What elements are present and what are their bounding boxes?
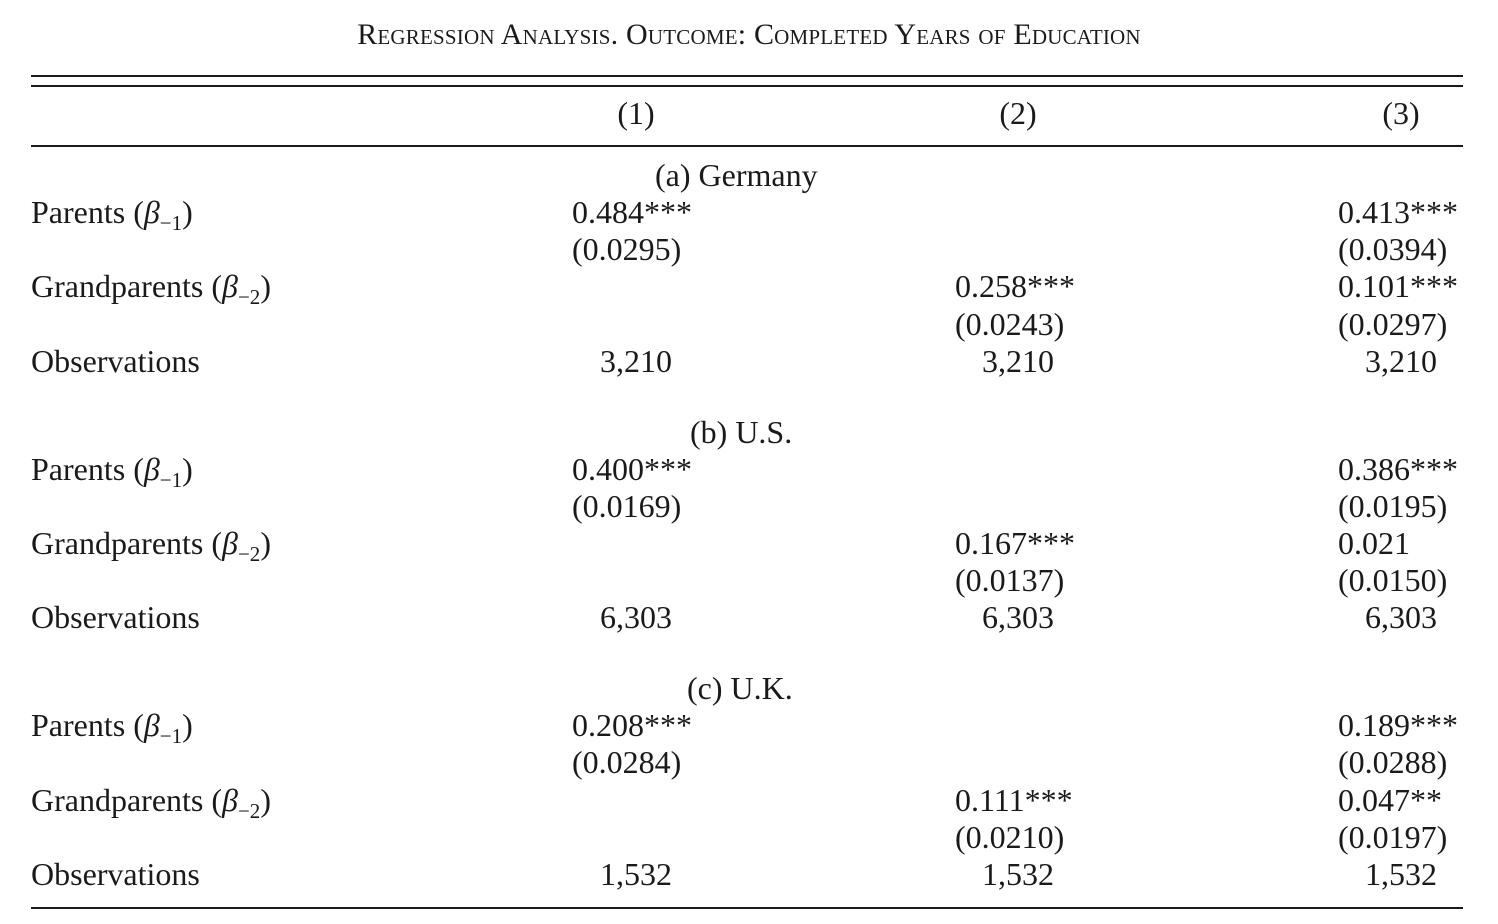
observations-c2: 6,303	[982, 599, 1054, 635]
coef-parents-c3: 0.189***	[1338, 707, 1458, 743]
column-header-1: (1)	[617, 95, 655, 131]
panel-title-uk: (c) U.K.	[687, 670, 793, 706]
coef-grandparents-c3: 0.101***	[1338, 268, 1458, 304]
row-label-parents: Parents (β−1)	[31, 194, 193, 235]
observations-c2: 3,210	[982, 343, 1054, 379]
observations-c3: 3,210	[1365, 343, 1437, 379]
observations-c1: 6,303	[600, 599, 672, 635]
observations-c3: 6,303	[1365, 599, 1437, 635]
row-label-observations: Observations	[31, 856, 200, 892]
coef-parents-c3: 0.413***	[1338, 194, 1458, 230]
coef-parents-c1: 0.208***	[572, 707, 692, 743]
se-parents-c1: (0.0169)	[572, 488, 682, 524]
header-rule	[31, 145, 1463, 147]
row-label-grandparents: Grandparents (β−2)	[31, 268, 271, 309]
observations-c3: 1,532	[1365, 856, 1437, 892]
row-label-grandparents: Grandparents (β−2)	[31, 525, 271, 566]
se-parents-c3: (0.0288)	[1338, 744, 1448, 780]
coef-grandparents-c2: 0.111***	[955, 782, 1073, 818]
row-label-parents: Parents (β−1)	[31, 451, 193, 492]
row-label-observations: Observations	[31, 599, 200, 635]
observations-c1: 3,210	[600, 343, 672, 379]
se-grandparents-c3: (0.0197)	[1338, 819, 1448, 855]
coef-parents-c1: 0.484***	[572, 194, 692, 230]
row-label-observations: Observations	[31, 343, 200, 379]
se-parents-c3: (0.0195)	[1338, 488, 1448, 524]
se-grandparents-c2: (0.0210)	[955, 819, 1065, 855]
top-rule-2	[31, 85, 1463, 87]
row-label-parents: Parents (β−1)	[31, 707, 193, 748]
se-parents-c3: (0.0394)	[1338, 231, 1448, 267]
observations-c2: 1,532	[982, 856, 1054, 892]
top-rule-1	[31, 75, 1463, 77]
se-grandparents-c2: (0.0243)	[955, 306, 1065, 342]
observations-c1: 1,532	[600, 856, 672, 892]
column-header-2: (2)	[999, 95, 1037, 131]
column-header-3: (3)	[1382, 95, 1420, 131]
coef-parents-c1: 0.400***	[572, 451, 692, 487]
se-grandparents-c3: (0.0150)	[1338, 562, 1448, 598]
panel-title-germany: (a) Germany	[655, 157, 818, 193]
se-grandparents-c3: (0.0297)	[1338, 306, 1448, 342]
se-parents-c1: (0.0295)	[572, 231, 682, 267]
coef-grandparents-c3: 0.047**	[1338, 782, 1442, 818]
panel-title-us: (b) U.S.	[690, 414, 793, 450]
coef-parents-c3: 0.386***	[1338, 451, 1458, 487]
bottom-rule	[31, 907, 1463, 909]
coef-grandparents-c2: 0.258***	[955, 268, 1075, 304]
se-parents-c1: (0.0284)	[572, 744, 682, 780]
se-grandparents-c2: (0.0137)	[955, 562, 1065, 598]
row-label-grandparents: Grandparents (β−2)	[31, 782, 271, 823]
coef-grandparents-c2: 0.167***	[955, 525, 1075, 561]
coef-grandparents-c3: 0.021	[1338, 525, 1410, 561]
table-title: Regression Analysis. Outcome: Completed …	[357, 18, 1141, 51]
